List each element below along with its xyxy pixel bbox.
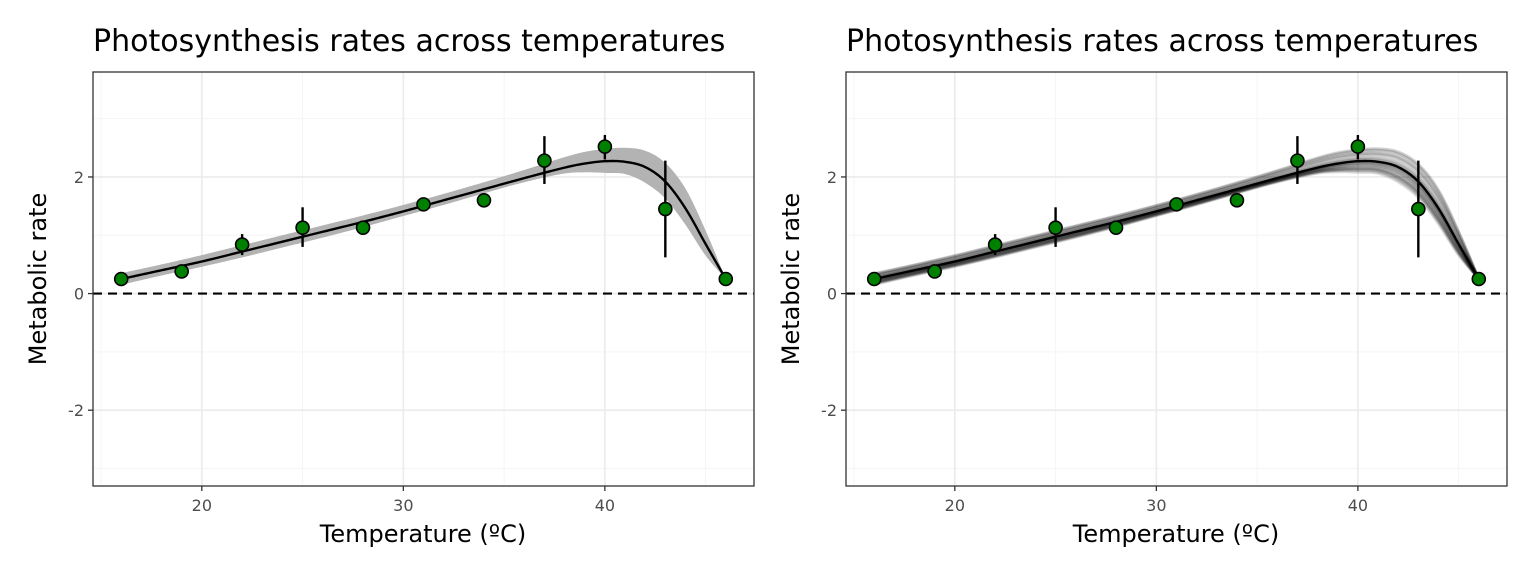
left-chart-panel: 20 30 40 -2 0 2 Photosynthesis rates across t… xyxy=(24,24,755,548)
data-point xyxy=(476,192,492,208)
data-point xyxy=(1229,192,1245,208)
data-point xyxy=(416,197,431,212)
y-tick-label: 2 xyxy=(827,168,837,187)
data-point xyxy=(174,264,189,279)
data-point xyxy=(658,201,673,217)
data-point xyxy=(1350,139,1366,154)
data-point xyxy=(113,271,129,287)
data-point xyxy=(718,271,734,287)
data-point xyxy=(1290,153,1305,168)
data-point xyxy=(987,237,1003,252)
x-tick-label: 20 xyxy=(945,496,965,515)
right-chart-panel: 20 30 40 -2 0 2 Photosynthesis rates across t… xyxy=(777,24,1508,548)
y-tick-label: 2 xyxy=(74,168,84,187)
data-point xyxy=(866,271,882,287)
x-tick-label: 30 xyxy=(393,496,413,515)
data-point xyxy=(1169,197,1184,212)
x-tick-label: 20 xyxy=(192,496,212,515)
data-point xyxy=(234,237,250,252)
data-point xyxy=(1471,271,1487,287)
plot-background xyxy=(93,72,754,486)
y-tick-label: 0 xyxy=(74,285,84,304)
data-point xyxy=(355,220,371,235)
x-tick-label: 40 xyxy=(595,496,615,515)
x-axis-title: Temperature (ºC) xyxy=(1072,520,1279,548)
plot-area xyxy=(846,134,1507,295)
x-tick-label: 40 xyxy=(1348,496,1368,515)
data-point xyxy=(597,139,613,154)
x-axis-title: Temperature (ºC) xyxy=(319,520,526,548)
panel-border xyxy=(92,71,755,487)
y-tick-label: -2 xyxy=(821,401,837,420)
plot-area xyxy=(93,134,754,295)
chart-title: Photosynthesis rates across temperatures xyxy=(846,24,1478,59)
data-point xyxy=(927,264,942,279)
y-tick-label: 0 xyxy=(827,285,837,304)
y-tick-label: -2 xyxy=(68,401,84,420)
x-tick-label: 30 xyxy=(1146,496,1166,515)
data-point xyxy=(1108,220,1124,235)
y-axis-title: Metabolic rate xyxy=(777,193,805,365)
data-point xyxy=(1411,201,1426,217)
data-point xyxy=(295,220,310,235)
chart-title: Photosynthesis rates across temperatures xyxy=(93,24,725,59)
y-axis-title: Metabolic rate xyxy=(24,193,52,365)
data-point xyxy=(537,153,552,168)
data-point xyxy=(1048,220,1063,235)
plot-background xyxy=(846,72,1507,486)
panel-border xyxy=(845,71,1508,487)
